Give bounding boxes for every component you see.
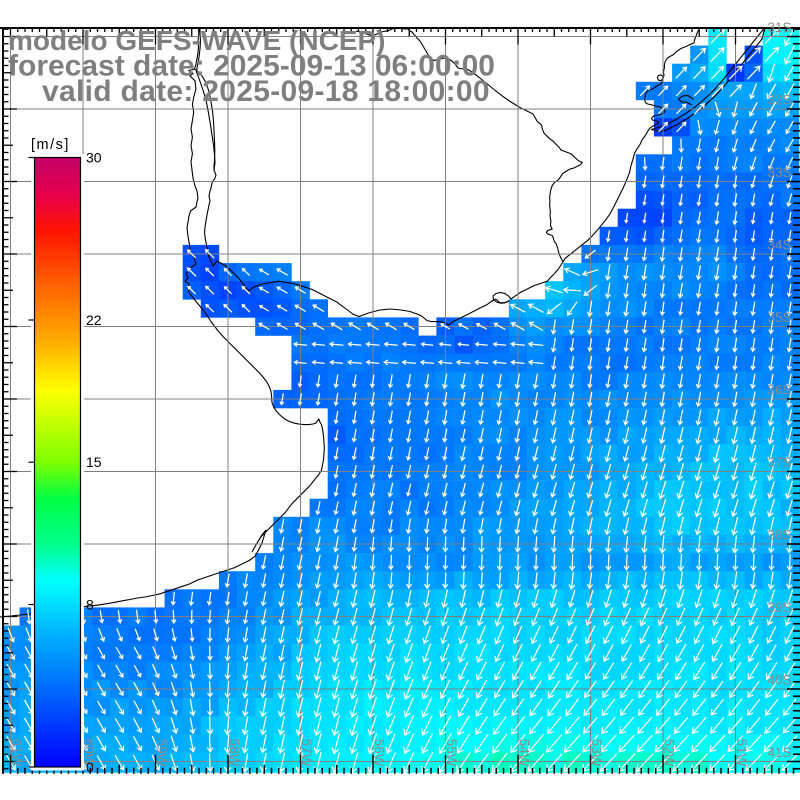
svg-text:37S: 37S — [767, 455, 791, 470]
svg-text:41S: 41S — [767, 745, 791, 760]
svg-text:56W: 56W — [372, 739, 387, 767]
svg-text:modelo GEFS-WAVE (NCEP): modelo GEFS-WAVE (NCEP) — [8, 25, 386, 56]
svg-text:valid date: 2025-09-18 18:00:0: valid date: 2025-09-18 18:00:00 — [42, 75, 490, 108]
svg-text:39S: 39S — [767, 600, 791, 615]
svg-text:34S: 34S — [767, 238, 791, 253]
svg-text:31S: 31S — [767, 20, 791, 35]
svg-text:51W: 51W — [734, 739, 749, 767]
svg-text:57W: 57W — [299, 739, 314, 767]
svg-text:59W: 59W — [154, 739, 169, 767]
svg-text:53W: 53W — [589, 739, 604, 767]
svg-text:22: 22 — [86, 312, 102, 328]
svg-text:33S: 33S — [767, 165, 791, 180]
svg-text:8: 8 — [86, 597, 94, 613]
svg-text:61W: 61W — [9, 739, 24, 767]
svg-text:0: 0 — [86, 759, 94, 775]
svg-text:54W: 54W — [517, 739, 532, 767]
svg-text:forecast date: 2025-09-13 06:0: forecast date: 2025-09-13 06:00:00 — [8, 50, 495, 83]
svg-text:35S: 35S — [767, 310, 791, 325]
svg-text:55W: 55W — [444, 739, 459, 767]
svg-text:60W: 60W — [82, 739, 97, 767]
svg-text:58W: 58W — [227, 739, 242, 767]
svg-text:38S: 38S — [767, 528, 791, 543]
svg-text:30: 30 — [86, 150, 102, 166]
svg-text:32S: 32S — [767, 93, 791, 108]
svg-text:36S: 36S — [767, 383, 791, 398]
svg-text:52W: 52W — [662, 739, 677, 767]
svg-text:15: 15 — [86, 454, 102, 470]
svg-text:[m/s]: [m/s] — [31, 137, 70, 153]
svg-text:40S: 40S — [767, 673, 791, 688]
